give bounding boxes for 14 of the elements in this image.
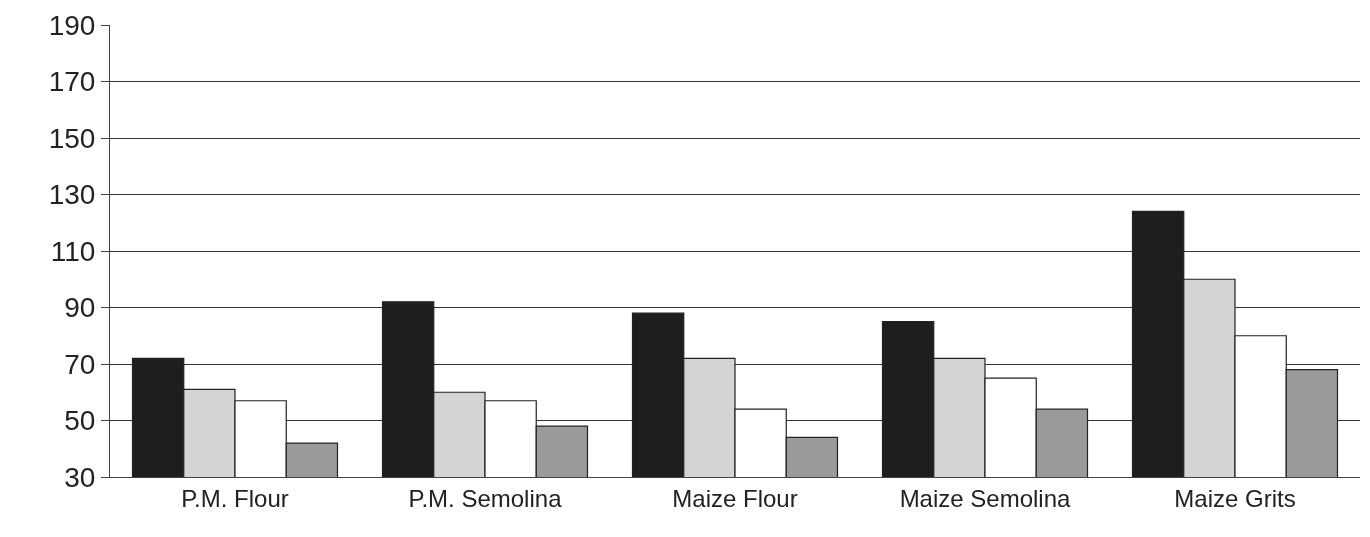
y-tick-label: 170 [48, 66, 96, 98]
x-tick-label: P.M. Flour [181, 484, 289, 512]
y-tick-label: 110 [50, 235, 96, 267]
y-tick-label: 130 [48, 179, 96, 211]
y-tick-label: 90 [64, 292, 96, 324]
x-tick-label: Maize Semolina [899, 484, 1072, 512]
x-tick-label: Maize Grits [1174, 484, 1296, 512]
x-tick-label: Maize Flour [672, 484, 798, 512]
y-tick-label: 150 [48, 122, 96, 154]
x-tick-label: P.M. Semolina [408, 484, 563, 512]
y-tick-label: 70 [64, 348, 96, 380]
y-tick-label: 30 [64, 461, 96, 493]
y-tick-label: 50 [64, 405, 96, 437]
y-tick-label: 190 [48, 9, 96, 41]
